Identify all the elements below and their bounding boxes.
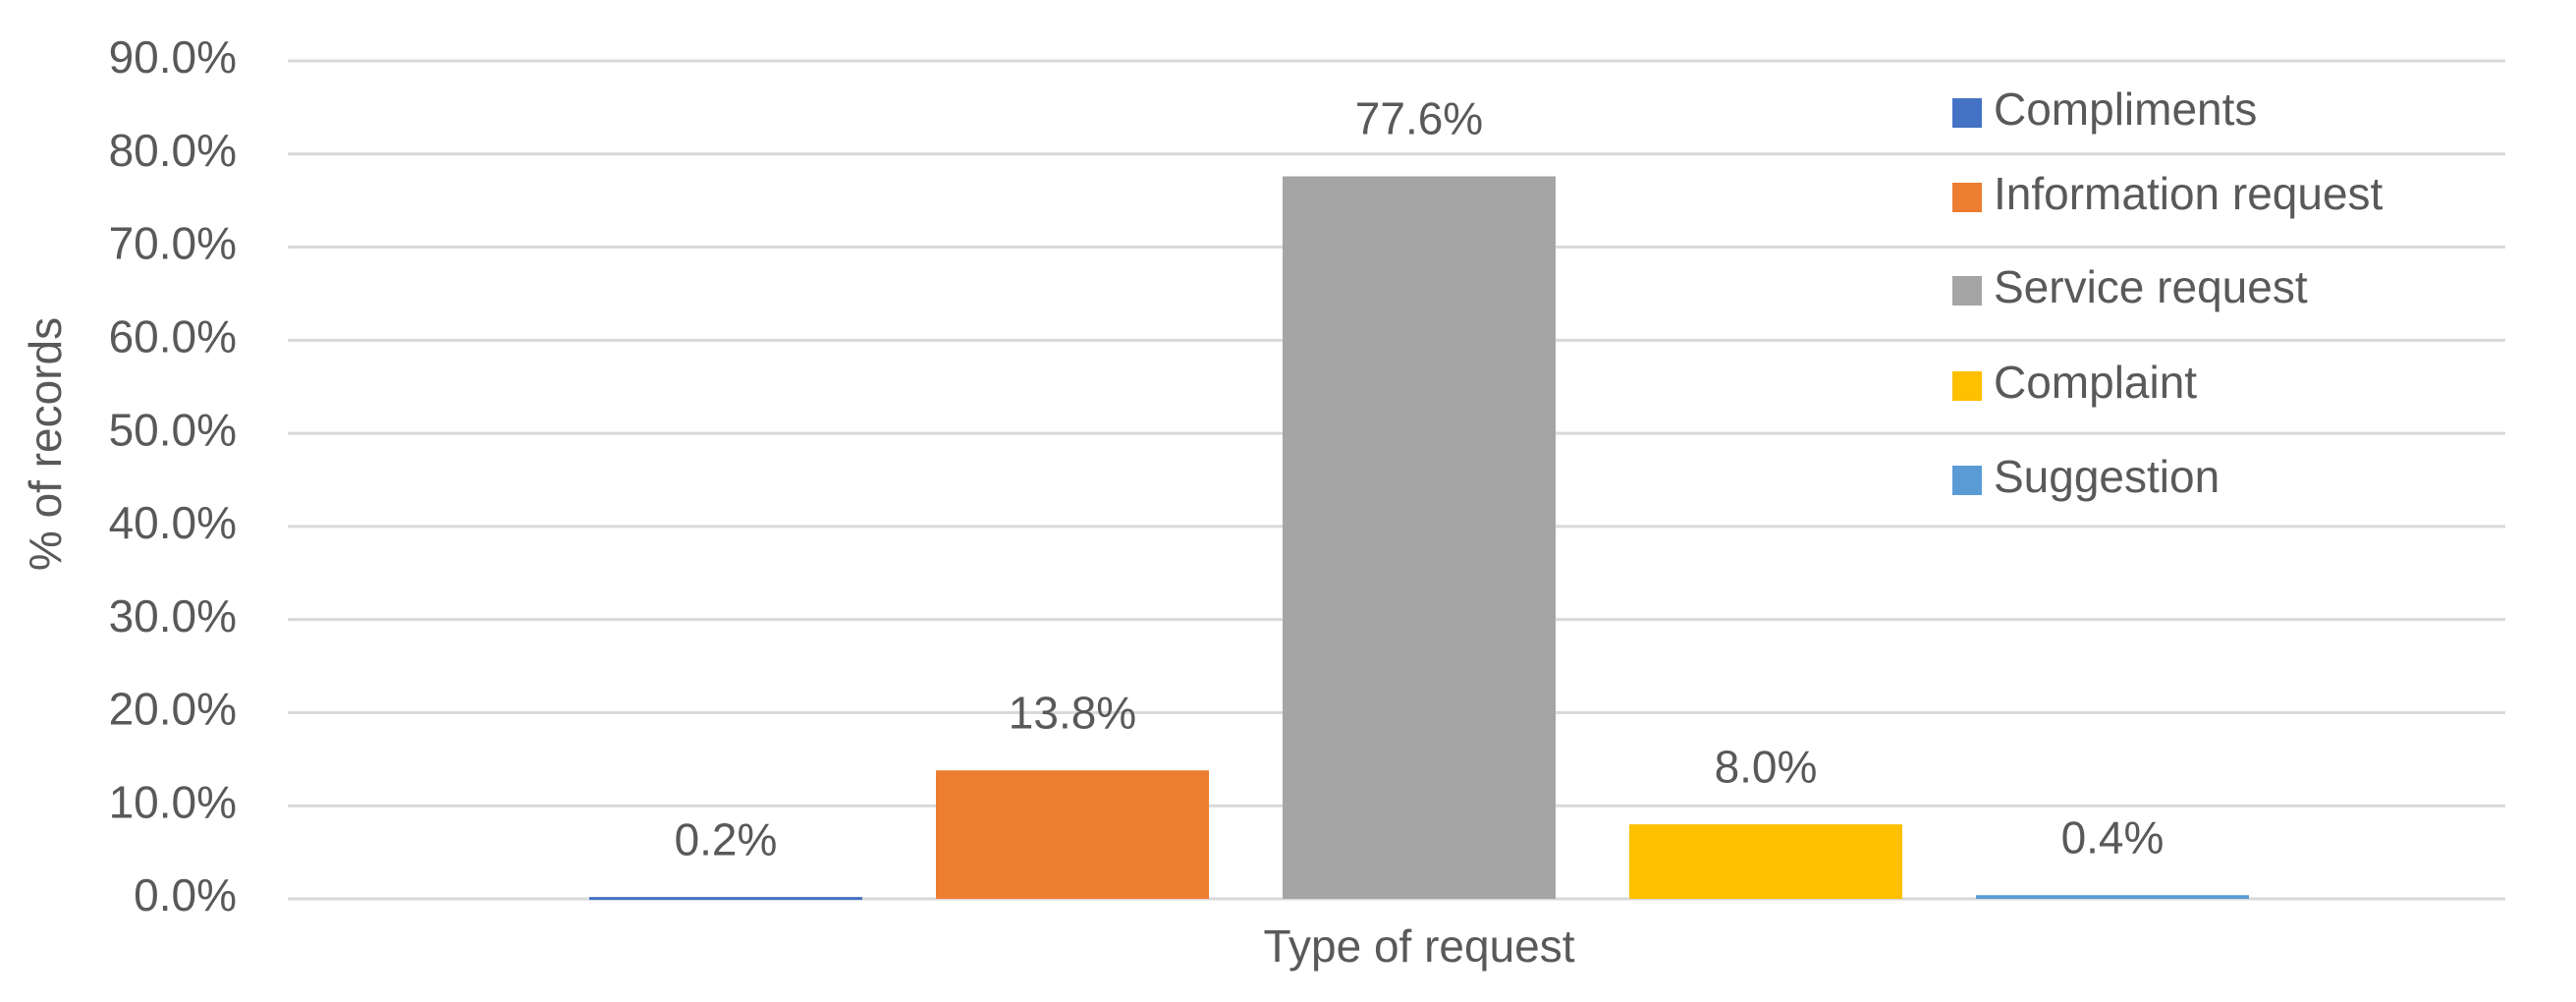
y-axis-label: % of records (20, 317, 71, 571)
y-tick-label: 60.0% (109, 310, 237, 362)
y-tick-label: 40.0% (109, 497, 237, 548)
legend-label: Compliments (1994, 84, 2257, 135)
legend-swatch (1952, 98, 1982, 128)
bar (589, 897, 862, 901)
y-tick-label: 30.0% (109, 590, 237, 641)
y-tick-label: 0.0% (134, 869, 237, 920)
bar (1283, 176, 1556, 900)
data-label: 13.8% (1009, 687, 1136, 738)
bar (1976, 895, 2249, 899)
y-tick-label: 70.0% (109, 218, 237, 269)
data-label: 77.6% (1355, 93, 1483, 144)
legend-swatch (1952, 466, 1982, 495)
y-tick-label: 10.0% (109, 776, 237, 827)
data-label: 0.4% (2061, 811, 2165, 863)
legend-swatch (1952, 183, 1982, 212)
data-label: 0.2% (675, 813, 778, 864)
legend-label: Suggestion (1994, 451, 2220, 502)
legend-label: Complaint (1994, 357, 2197, 408)
legend-label: Information request (1994, 168, 2384, 219)
y-tick-label: 50.0% (109, 404, 237, 455)
legend-swatch (1952, 371, 1982, 401)
y-tick-label: 80.0% (109, 125, 237, 176)
x-axis-label: Type of request (1263, 920, 1574, 972)
y-tick-label: 20.0% (109, 684, 237, 735)
legend-swatch (1952, 276, 1982, 306)
legend-label: Service request (1994, 261, 2308, 312)
bar (1629, 824, 1902, 899)
bar (936, 770, 1209, 899)
y-tick-label: 90.0% (109, 31, 237, 83)
data-label: 8.0% (1715, 741, 1818, 792)
